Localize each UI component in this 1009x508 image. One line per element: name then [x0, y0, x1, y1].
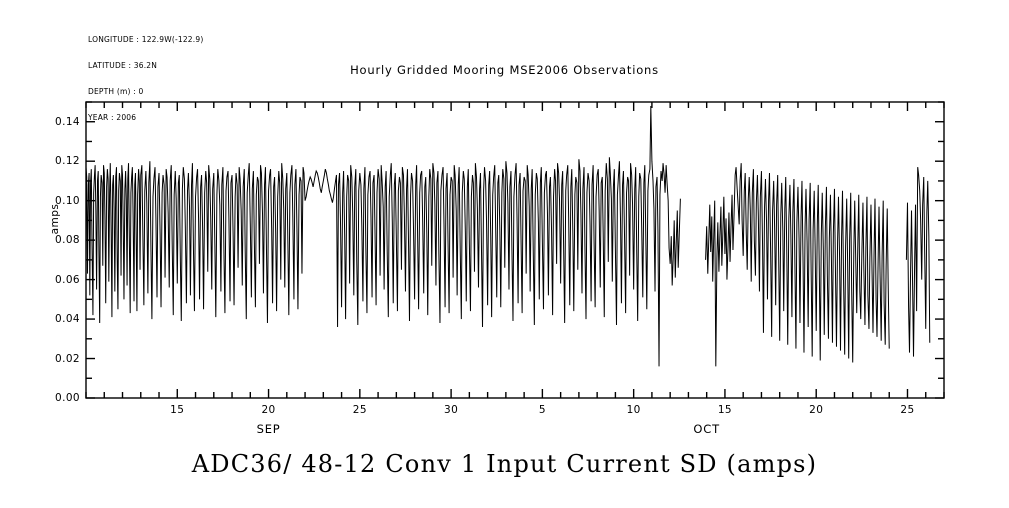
y-tick-label: 0.14 [55, 115, 80, 128]
x-tick-label: 25 [352, 404, 367, 416]
y-tick-label: 0.04 [55, 313, 80, 326]
y-tick-label: 0.06 [55, 273, 80, 286]
figure-caption: ADC36/ 48-12 Conv 1 Input Current SD (am… [191, 450, 818, 478]
x-tick-label: 20 [261, 404, 276, 416]
metadata-latitude: LATITUDE : 36.2N [88, 60, 158, 70]
x-axis-month-label: SEP [256, 422, 281, 436]
x-tick-label: 15 [717, 404, 732, 416]
x-tick-label: 20 [809, 404, 824, 416]
y-tick-label: 0.12 [55, 155, 80, 168]
metadata-longitude: LONGITUDE : 122.9W(-122.9) [88, 35, 204, 45]
x-tick-label: 5 [538, 404, 546, 416]
x-tick-label: 15 [170, 404, 185, 416]
metadata-block: LONGITUDE : 122.9W(-122.9) LATITUDE : 36… [88, 19, 203, 131]
x-tick-label: 10 [626, 404, 641, 416]
y-tick-label: 0.02 [55, 352, 80, 365]
y-tick-label: 0.10 [55, 194, 80, 207]
chart-title: Hourly Gridded Mooring MSE2006 Observati… [350, 63, 659, 77]
metadata-year: YEAR : 2006 [88, 112, 137, 122]
data-series [85, 105, 931, 367]
x-axis-month-label: OCT [693, 422, 720, 436]
x-tick-label: 30 [444, 404, 459, 416]
y-axis-tick-labels: 0.00 0.02 0.04 0.06 0.08 0.10 0.12 0.14 [0, 0, 80, 504]
x-tick-label: 25 [900, 404, 915, 416]
y-tick-label: 0.08 [55, 234, 80, 247]
metadata-depth: DEPTH (m) : 0 [88, 86, 144, 96]
y-tick-label: 0.00 [55, 392, 80, 404]
